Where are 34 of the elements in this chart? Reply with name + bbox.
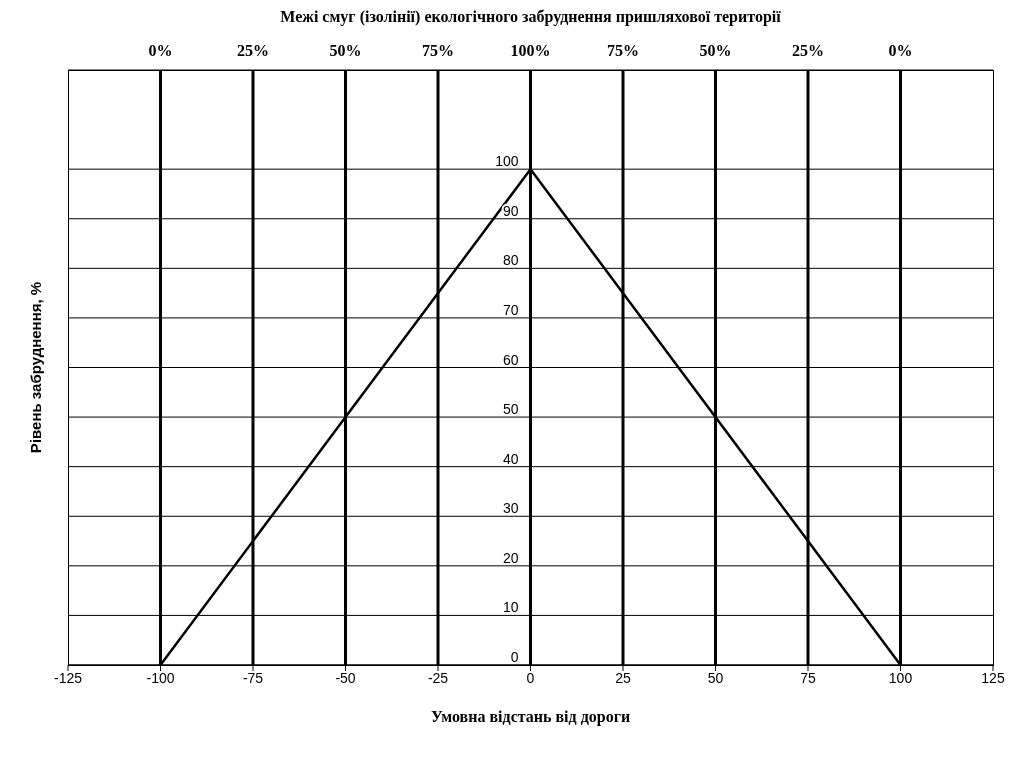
y-tick-label: 40: [502, 450, 519, 467]
text: 75%: [607, 42, 639, 59]
y-tick-label: 90: [502, 202, 519, 219]
x-tick-label: 125: [981, 669, 1005, 686]
x-tick-label: 75: [800, 669, 816, 686]
text: 50%: [329, 42, 362, 59]
x-tick-label: -125: [53, 669, 83, 686]
x-tick-label: 25: [615, 669, 631, 686]
y-tick-label: 30: [502, 500, 519, 517]
text: 75%: [422, 42, 454, 59]
text: 25%: [792, 42, 824, 59]
x-axis-title: Умовна відстань від дороги: [430, 708, 631, 726]
text: 50%: [699, 42, 732, 59]
y-tick-label: 10: [502, 599, 519, 616]
text: 0%: [888, 42, 913, 59]
y-tick-label: 70: [502, 301, 519, 318]
x-tick-label: 50: [707, 669, 724, 686]
x-tick-label: -50: [335, 669, 356, 686]
y-tick-label: 50: [502, 401, 519, 418]
y-tick-label: 0: [510, 649, 519, 665]
y-tick-label: 60: [502, 351, 519, 368]
x-tick-label: 0: [526, 669, 535, 686]
text: 100%: [510, 42, 551, 59]
y-tick-label: 100: [495, 153, 519, 170]
x-tick-label: 100: [888, 669, 913, 686]
y-tick-label: 20: [502, 549, 519, 566]
y-tick-label: 80: [502, 252, 519, 269]
y-axis-title: Рівень забруднення, %: [27, 281, 45, 454]
x-tick-label: -75: [242, 669, 264, 686]
text: 0%: [148, 42, 173, 59]
x-tick-label: -100: [146, 669, 175, 686]
chart-title: Межі смуг (ізолінії) екологічного забруднення пришляхової території: [279, 8, 782, 26]
text: 25%: [237, 42, 269, 59]
x-tick-label: -25: [427, 669, 449, 686]
